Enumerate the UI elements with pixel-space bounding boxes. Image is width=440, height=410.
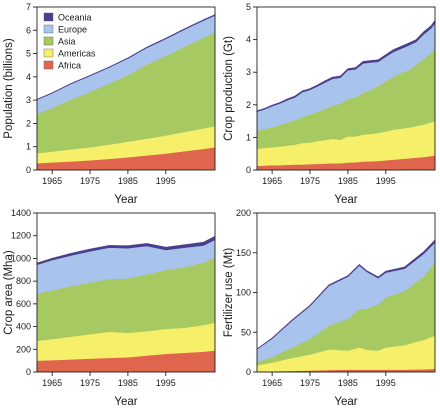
y-tick-label: 0 <box>26 367 31 377</box>
legend-label: Africa <box>58 61 81 71</box>
x-tick-label: 1965 <box>262 176 282 186</box>
x-tick-label: 1975 <box>300 176 320 186</box>
y-tick-label: 4 <box>246 35 251 45</box>
legend: Oceania Europe Asia Americas Africa <box>43 12 96 71</box>
y-tick-label: 6 <box>26 25 31 35</box>
y-tick-label: 4 <box>26 72 31 82</box>
y-tick-label: 3 <box>26 95 31 105</box>
legend-item-asia: Asia <box>43 36 76 47</box>
y-tick-label: 5 <box>246 2 251 12</box>
y-tick-label: 1400 <box>11 208 31 218</box>
x-tick-label: 1995 <box>376 378 396 388</box>
x-axis-title: Year <box>334 194 357 206</box>
y-axis-title: Fertilizer use (Mt) <box>223 248 235 338</box>
plot-frame <box>256 6 436 171</box>
x-tick-label: 1995 <box>376 176 396 186</box>
x-tick-label: 1965 <box>262 378 282 388</box>
y-axis-title: Population (billions) <box>3 38 15 139</box>
x-tick-label: 1985 <box>118 176 138 186</box>
y-tick-label: 50 <box>241 327 251 337</box>
x-tick-label: 1975 <box>80 176 100 186</box>
legend-swatch <box>43 12 54 22</box>
legend-item-oceania: Oceania <box>43 12 92 23</box>
y-tick-label: 0 <box>246 367 251 377</box>
x-tick-label: 1985 <box>338 176 358 186</box>
legend-label: Europe <box>58 25 87 35</box>
y-tick-label: 1200 <box>11 231 31 241</box>
legend-item-americas: Americas <box>43 48 96 59</box>
y-tick-label: 150 <box>236 248 251 258</box>
y-tick-label: 0 <box>26 165 31 175</box>
x-axis-title: Year <box>114 194 137 206</box>
legend-label: Oceania <box>58 13 92 23</box>
y-tick-label: 2 <box>26 118 31 128</box>
x-tick-label: 1975 <box>300 378 320 388</box>
x-axis-title: Year <box>334 396 357 408</box>
y-tick-label: 100 <box>236 288 251 298</box>
x-tick-label: 1965 <box>42 378 62 388</box>
legend-label: Asia <box>58 37 76 47</box>
y-tick-label: 400 <box>16 322 31 332</box>
legend-label: Americas <box>58 49 96 59</box>
legend-swatch <box>43 60 54 70</box>
fertilizer-use-panel: 0 50 100 150 200 1965 1975 1985 1995 Year Fertiliz… <box>223 208 436 408</box>
y-tick-label: 600 <box>16 299 31 309</box>
y-tick-label: 0 <box>246 165 251 175</box>
y-tick-label: 7 <box>26 2 31 12</box>
y-tick-label: 2 <box>246 100 251 110</box>
y-tick-label: 1 <box>246 132 251 142</box>
x-tick-label: 1995 <box>156 176 176 186</box>
y-tick-label: 200 <box>16 344 31 354</box>
y-tick-label: 3 <box>246 67 251 77</box>
x-axis-title: Year <box>114 396 137 408</box>
x-tick-label: 1985 <box>118 378 138 388</box>
y-axis-title: Crop production (Gt) <box>223 36 235 141</box>
x-tick-label: 1995 <box>156 378 176 388</box>
legend-swatch <box>43 48 54 58</box>
x-tick-label: 1965 <box>42 176 62 186</box>
y-tick-label: 200 <box>236 208 251 218</box>
legend-item-europe: Europe <box>43 24 87 35</box>
crop-production-panel: 0 1 2 3 4 5 1965 1975 1985 1995 Year Crop productio… <box>223 2 436 206</box>
y-axis-title: Crop area (Mha) <box>3 250 15 335</box>
plot-frame <box>36 212 216 373</box>
y-tick-label: 5 <box>26 49 31 59</box>
population-panel: 0 1 2 3 4 5 6 7 1965 1975 1985 1995 Year Population (… <box>3 2 216 206</box>
x-tick-label: 1985 <box>338 378 358 388</box>
y-tick-label: 1000 <box>11 253 31 263</box>
legend-swatch <box>43 36 54 46</box>
x-tick-label: 1975 <box>80 378 100 388</box>
crop-area-panel: 0 200 400 600 800 1000 1200 1400 1965 1975 1985 199… <box>3 208 216 408</box>
y-tick-label: 800 <box>16 276 31 286</box>
y-tick-label: 1 <box>26 142 31 152</box>
legend-swatch <box>43 24 54 34</box>
plot-frame <box>36 6 216 171</box>
legend-item-africa: Africa <box>43 60 81 71</box>
